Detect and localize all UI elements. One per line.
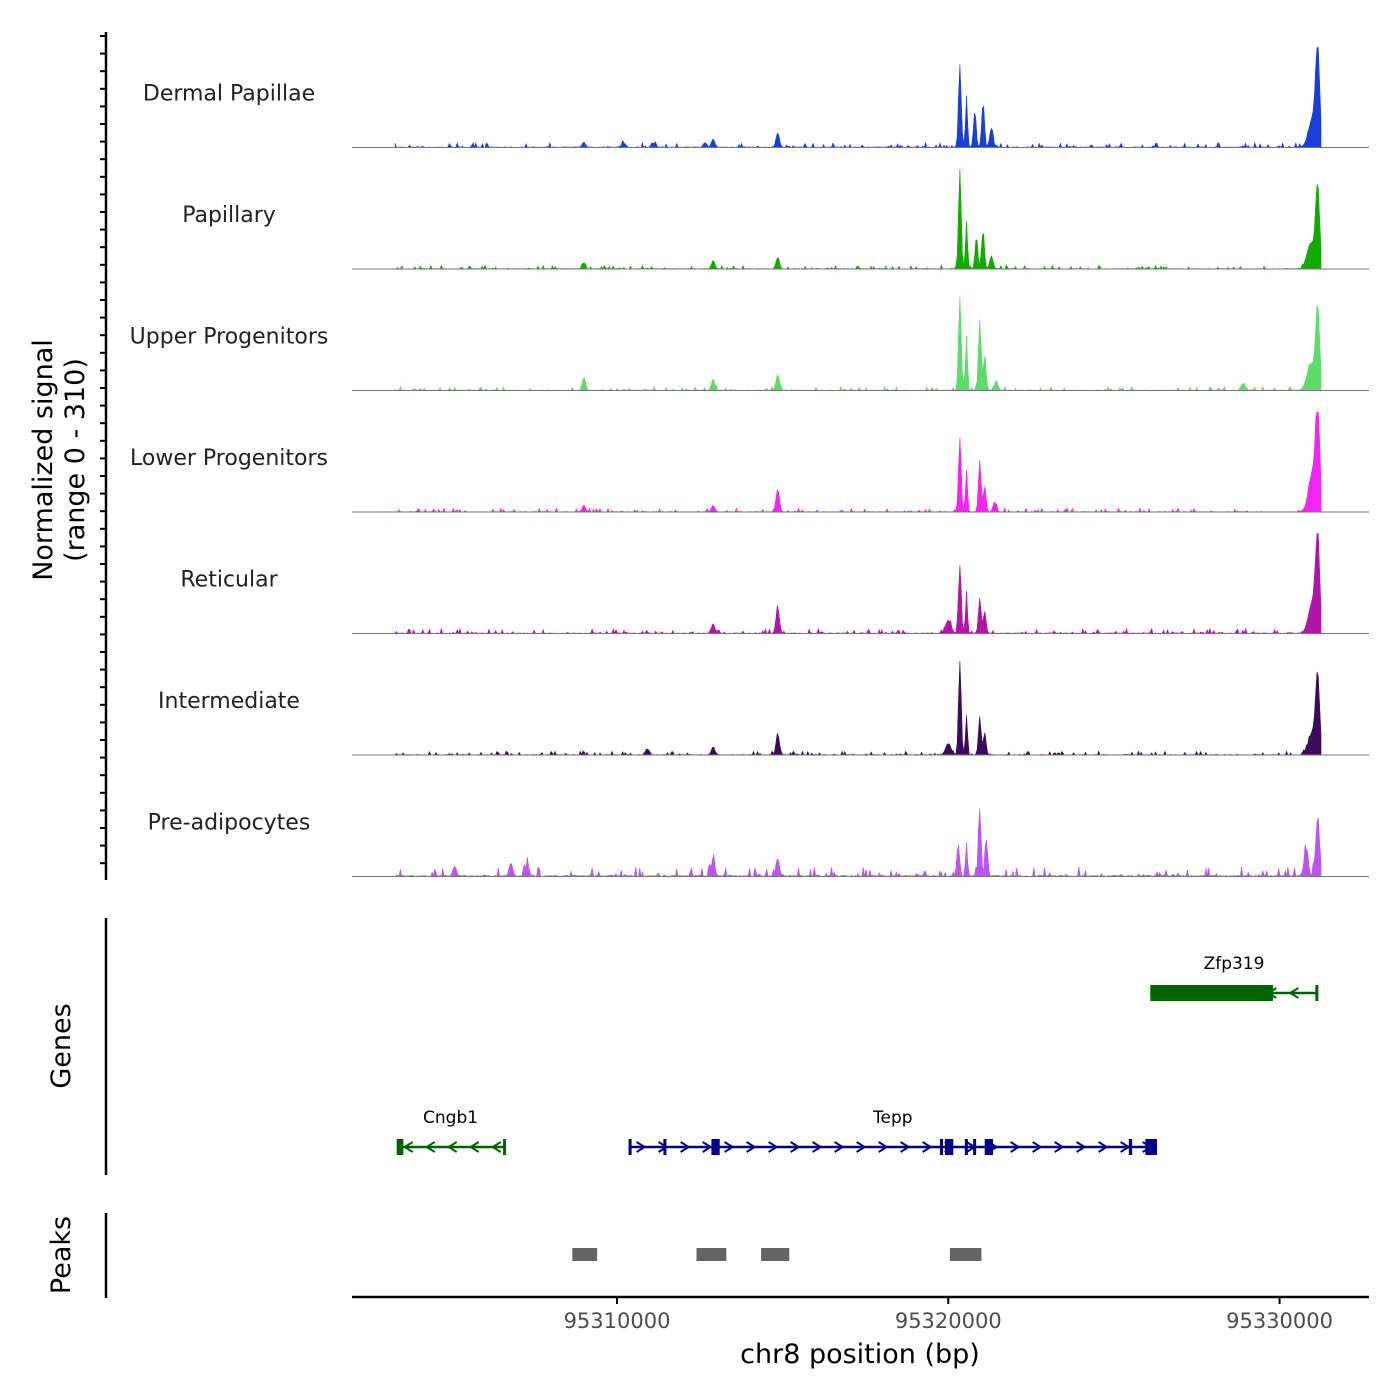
gene-strand-chevron-2-12 bbox=[900, 1141, 911, 1153]
coverage-area-0 bbox=[394, 47, 1322, 149]
gene-strand-chevron-2-8 bbox=[812, 1141, 823, 1153]
coverage-area-3 bbox=[394, 411, 1322, 513]
gene-exon-2-2 bbox=[711, 1139, 720, 1155]
gene-strand-chevron-2-22 bbox=[1120, 1141, 1131, 1153]
gene-strand-chevron-0-6 bbox=[1288, 987, 1299, 999]
x-tick-label-2: 95330000 bbox=[1226, 1309, 1333, 1333]
peak-regions-track bbox=[572, 1248, 982, 1261]
x-axis-title: chr8 position (bp) bbox=[740, 1339, 980, 1370]
peak-region-3 bbox=[949, 1248, 982, 1261]
gene-exon-0-0 bbox=[1150, 985, 1273, 1001]
gene-exon-2-8 bbox=[1128, 1139, 1133, 1155]
gene-exon-2-0 bbox=[628, 1139, 632, 1155]
x-axis-ticks: 95310000 95320000 95330000 bbox=[564, 1297, 1333, 1333]
track-label-0: Dermal Papillae bbox=[143, 82, 315, 107]
gene-strand-chevron-2-3 bbox=[702, 1141, 713, 1153]
gene-strand-chevron-2-6 bbox=[768, 1141, 779, 1153]
coverage-tracks: Dermal Papillae Papillary Upper Progenitor… bbox=[130, 47, 1369, 878]
gene-strand-chevron-2-20 bbox=[1076, 1141, 1087, 1153]
coverage-area-4 bbox=[394, 533, 1322, 635]
gene-strand-chevron-2-18 bbox=[1032, 1141, 1043, 1153]
gene-label-1: Cngb1 bbox=[423, 1108, 478, 1128]
genes-panel-title: Genes bbox=[46, 1003, 77, 1088]
coverage-area-6 bbox=[394, 808, 1322, 878]
gene-exon-1-0 bbox=[396, 1139, 404, 1155]
gene-exon-2-5 bbox=[964, 1139, 968, 1155]
gene-strand-chevron-2-0 bbox=[636, 1141, 647, 1153]
track-label-1: Papillary bbox=[182, 203, 276, 228]
x-tick-label-0: 95310000 bbox=[564, 1309, 671, 1333]
peak-region-1 bbox=[696, 1248, 727, 1261]
track-label-5: Intermediate bbox=[158, 689, 300, 714]
gene-strand-chevron-2-1 bbox=[658, 1141, 669, 1153]
gene-strand-chevron-1-3 bbox=[468, 1141, 480, 1153]
peak-region-0 bbox=[572, 1248, 598, 1261]
gene-exon-2-7 bbox=[984, 1139, 994, 1155]
gene-strand-chevron-2-13 bbox=[922, 1141, 933, 1153]
peak-region-2 bbox=[761, 1248, 790, 1261]
coverage-area-5 bbox=[394, 661, 1322, 756]
gene-exon-2-9 bbox=[1145, 1139, 1157, 1155]
gene-strand-chevron-1-1 bbox=[424, 1141, 436, 1153]
y-axis-title-line2: (range 0 - 310) bbox=[60, 358, 91, 562]
gene-strand-chevron-2-9 bbox=[834, 1141, 845, 1153]
signal-y-ticks bbox=[100, 35, 106, 865]
gene-strand-chevron-2-21 bbox=[1098, 1141, 1109, 1153]
y-axis-title-line1: Normalized signal bbox=[28, 339, 59, 581]
track-label-3: Lower Progenitors bbox=[130, 446, 328, 471]
gene-exon-1-1 bbox=[503, 1139, 507, 1155]
gene-exon-2-1 bbox=[663, 1139, 667, 1155]
peaks-panel-title: Peaks bbox=[46, 1216, 77, 1294]
gene-annotation-track: Zfp319 Cngb1 Tepp bbox=[396, 954, 1319, 1155]
gene-exon-0-1 bbox=[1315, 985, 1319, 1001]
gene-label-0: Zfp319 bbox=[1204, 954, 1265, 974]
gene-strand-chevron-2-2 bbox=[680, 1141, 691, 1153]
gene-strand-chevron-2-19 bbox=[1054, 1141, 1065, 1153]
gene-strand-chevron-2-5 bbox=[746, 1141, 757, 1153]
gene-strand-chevron-1-0 bbox=[402, 1141, 414, 1153]
gene-strand-chevron-2-17 bbox=[1010, 1141, 1021, 1153]
gene-exon-2-6 bbox=[973, 1139, 977, 1155]
track-label-2: Upper Progenitors bbox=[130, 325, 329, 350]
gene-strand-chevron-1-2 bbox=[446, 1141, 458, 1153]
x-tick-label-1: 95320000 bbox=[895, 1309, 1002, 1333]
gene-label-2: Tepp bbox=[872, 1108, 913, 1128]
coverage-area-2 bbox=[394, 296, 1322, 392]
gene-exon-2-4 bbox=[944, 1139, 954, 1155]
track-label-4: Reticular bbox=[180, 568, 278, 593]
coverage-area-1 bbox=[394, 168, 1322, 270]
gene-strand-chevron-2-7 bbox=[790, 1141, 801, 1153]
gene-strand-chevron-2-10 bbox=[856, 1141, 867, 1153]
gene-strand-chevron-2-4 bbox=[724, 1141, 735, 1153]
gene-exon-2-3 bbox=[940, 1139, 944, 1155]
gene-strand-chevron-2-11 bbox=[878, 1141, 889, 1153]
track-label-6: Pre-adipocytes bbox=[148, 811, 311, 836]
gene-strand-chevron-1-4 bbox=[490, 1141, 502, 1153]
